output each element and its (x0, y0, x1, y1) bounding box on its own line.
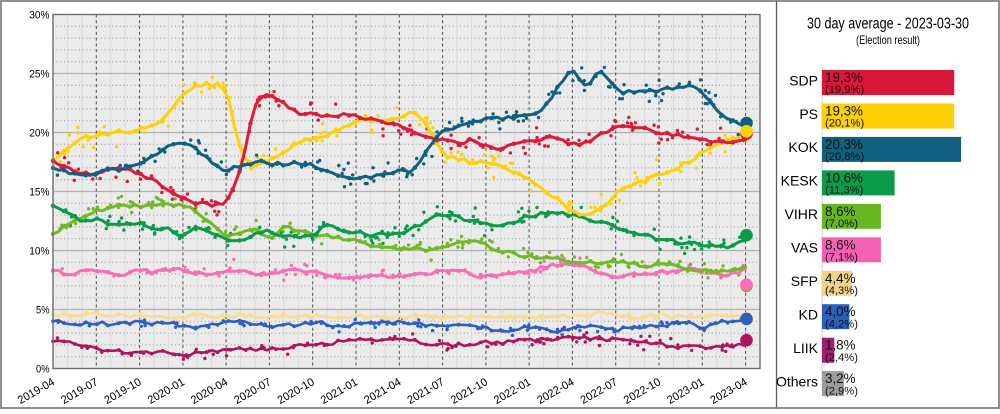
svg-text:(Election result): (Election result) (856, 33, 920, 47)
svg-text:1,8%: 1,8% (825, 338, 856, 353)
svg-text:VIHR: VIHR (785, 206, 818, 222)
svg-text:30 day average - 2023-03-30: 30 day average - 2023-03-30 (807, 16, 969, 33)
svg-text:19,3%: 19,3% (825, 70, 863, 85)
svg-text:(7,1%): (7,1%) (825, 252, 858, 264)
svg-text:(7,0%): (7,0%) (825, 218, 858, 230)
svg-text:(4,3%): (4,3%) (825, 285, 858, 297)
svg-text:Others: Others (776, 373, 818, 389)
svg-text:4,0%: 4,0% (825, 304, 856, 319)
svg-text:30%: 30% (29, 9, 49, 21)
svg-text:4,4%: 4,4% (825, 271, 856, 286)
svg-text:PS: PS (799, 106, 818, 122)
svg-text:(2,9%): (2,9%) (825, 385, 858, 397)
svg-text:SDP: SDP (789, 72, 818, 88)
svg-text:19,3%: 19,3% (825, 104, 863, 119)
svg-text:KOK: KOK (788, 139, 818, 155)
svg-text:(11,3%): (11,3%) (825, 185, 864, 197)
svg-text:25%: 25% (29, 68, 49, 80)
svg-text:15%: 15% (29, 186, 49, 198)
svg-text:3,2%: 3,2% (825, 371, 856, 386)
svg-text:(20,8%): (20,8%) (825, 151, 864, 163)
svg-text:(19,9%): (19,9%) (825, 84, 864, 96)
svg-text:(2,4%): (2,4%) (825, 352, 858, 364)
svg-text:(4,2%): (4,2%) (825, 318, 858, 330)
svg-text:LIIK: LIIK (793, 340, 819, 356)
svg-text:8,6%: 8,6% (825, 204, 856, 219)
svg-text:10,6%: 10,6% (825, 170, 863, 185)
svg-text:20%: 20% (29, 127, 49, 139)
svg-text:SFP: SFP (791, 273, 818, 289)
svg-text:(20,1%): (20,1%) (825, 118, 864, 130)
svg-text:KESK: KESK (781, 173, 819, 189)
svg-text:10%: 10% (29, 245, 49, 257)
svg-text:KD: KD (799, 307, 818, 323)
svg-text:5%: 5% (36, 304, 50, 316)
svg-text:8,6%: 8,6% (825, 237, 856, 252)
svg-text:VAS: VAS (791, 240, 818, 256)
svg-text:0%: 0% (36, 363, 50, 375)
svg-text:20,3%: 20,3% (825, 137, 863, 152)
